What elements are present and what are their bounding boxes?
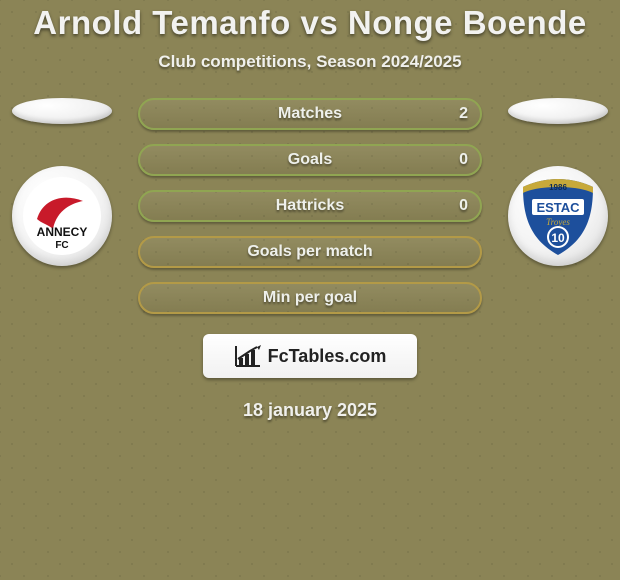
- svg-text:FC: FC: [55, 240, 68, 251]
- bar-chart-icon: [234, 344, 262, 368]
- branding-badge: FcTables.com: [203, 334, 417, 378]
- stat-label: Matches: [278, 105, 342, 123]
- stat-label: Min per goal: [263, 289, 357, 307]
- branding-label: FcTables.com: [268, 346, 387, 367]
- stat-label: Hattricks: [276, 197, 344, 215]
- estac-crest-icon: 1986 ESTAC Troyes 10: [515, 173, 601, 259]
- player-avatar-right: [508, 98, 608, 124]
- stat-pill: Goals per match: [138, 236, 482, 268]
- svg-text:1986: 1986: [549, 183, 567, 192]
- player-avatar-left: [12, 98, 112, 124]
- annecy-crest-icon: ANNECY FC: [23, 177, 101, 255]
- stat-value-right: 2: [459, 105, 468, 123]
- main-row: ANNECY FC Matches2Goals0Hattricks0Goals …: [0, 98, 620, 314]
- left-column: ANNECY FC: [12, 98, 112, 266]
- stat-pill: Goals 0: [138, 144, 482, 176]
- svg-text:10: 10: [551, 231, 565, 245]
- page-title: Arnold Temanfo vs Nonge Boende: [0, 4, 620, 42]
- svg-text:ANNECY: ANNECY: [37, 225, 88, 239]
- stat-value-right: 0: [459, 151, 468, 169]
- svg-text:ESTAC: ESTAC: [536, 200, 580, 215]
- stat-pill: Min per goal: [138, 282, 482, 314]
- stat-value-right: 0: [459, 197, 468, 215]
- subtitle: Club competitions, Season 2024/2025: [0, 52, 620, 72]
- infographic-date: 18 january 2025: [0, 400, 620, 421]
- team-crest-left: ANNECY FC: [12, 166, 112, 266]
- stat-label: Goals: [288, 151, 332, 169]
- stat-pill: Hattricks 0: [138, 190, 482, 222]
- stat-pill: Matches 2: [138, 98, 482, 130]
- right-column: 1986 ESTAC Troyes 10: [508, 98, 608, 266]
- team-crest-right: 1986 ESTAC Troyes 10: [508, 166, 608, 266]
- comparison-infographic: Arnold Temanfo vs Nonge Boende Club comp…: [0, 0, 620, 421]
- stats-column: Matches 2 Goals 0 Hattricks 0 Goals per match M…: [138, 98, 482, 314]
- svg-text:Troyes: Troyes: [546, 217, 570, 227]
- stat-label: Goals per match: [247, 243, 372, 261]
